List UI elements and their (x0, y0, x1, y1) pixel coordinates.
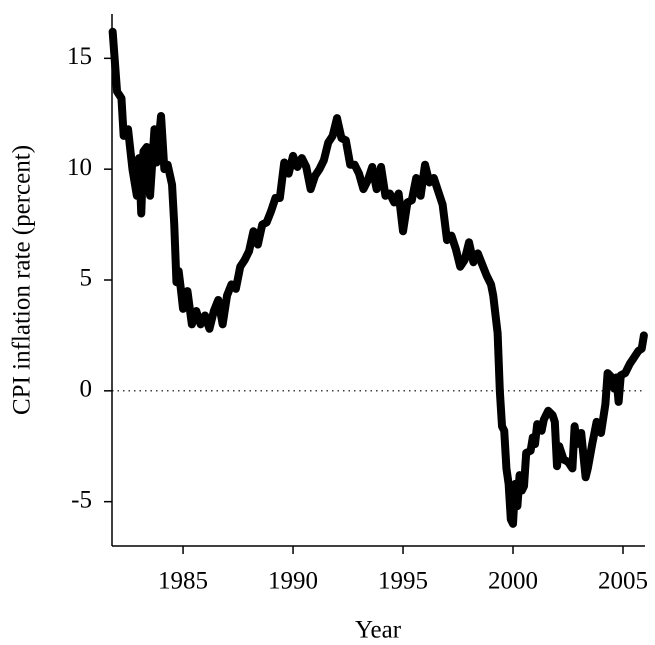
y-tick-label: 5 (80, 265, 93, 292)
y-tick-label: -5 (71, 486, 92, 513)
x-tick-label: 2000 (488, 568, 538, 595)
x-tick-label: 1995 (378, 568, 428, 595)
x-tick-label: 1990 (268, 568, 318, 595)
y-tick-label: 0 (80, 376, 93, 403)
x-axis-label: Year (355, 617, 402, 644)
y-tick-label: 10 (67, 154, 92, 181)
data-line (108, 27, 648, 528)
x-tick-label: 2005 (598, 568, 648, 595)
y-axis-label: CPI inflation rate (percent) (9, 145, 36, 415)
y-tick-label: 15 (67, 43, 92, 70)
x-tick-label: 1985 (158, 568, 208, 595)
